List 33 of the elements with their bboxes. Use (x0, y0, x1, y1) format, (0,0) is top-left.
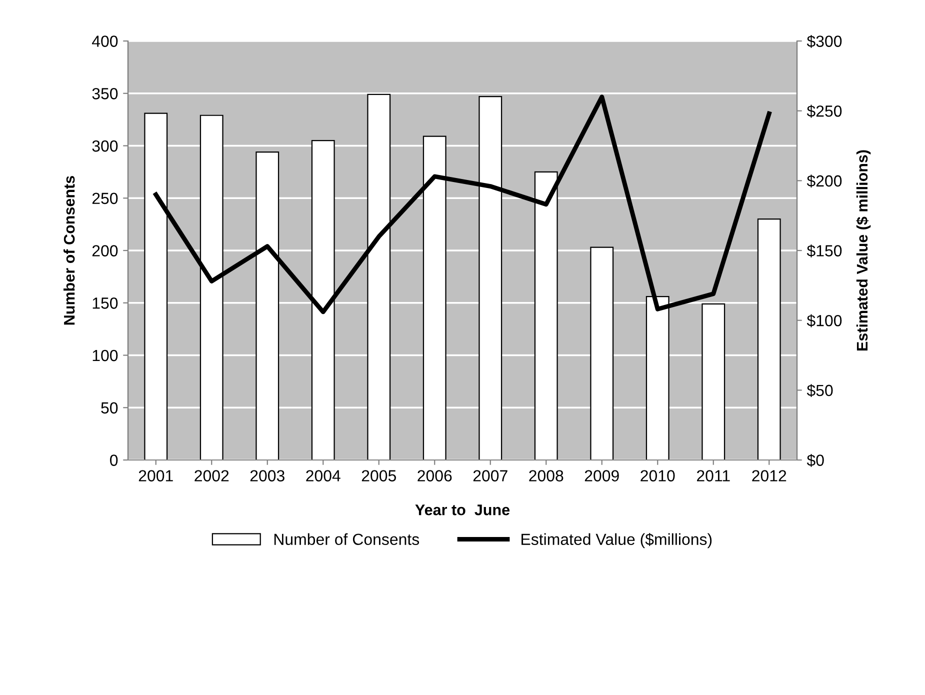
y2-tick-label: $0 (806, 454, 824, 467)
y-tick-label: 200 (92, 245, 118, 256)
y-tick-label: 350 (92, 88, 118, 100)
x-tick-label: 2012 (752, 470, 786, 482)
y2-tick-label: $150 (806, 244, 842, 258)
x-tick-label: 2010 (640, 470, 675, 482)
x-tick-label: 2003 (250, 470, 284, 482)
y2-tick-label: $200 (806, 174, 842, 188)
y-tick-label: 0 (110, 454, 118, 466)
y-tick-label: 300 (92, 140, 118, 152)
y-tick-label: 50 (101, 402, 118, 414)
y2-tick-label: $250 (806, 104, 842, 118)
x-tick-label: 2006 (418, 470, 452, 482)
y2-axis-title: Estimated Value ($ millions) (856, 150, 871, 351)
x-tick-label: 2008 (529, 470, 564, 482)
legend-label: Estimated Value ($millions) (522, 533, 712, 548)
x-tick-label: 2001 (138, 470, 173, 482)
y2-tick-label: $300 (806, 34, 842, 48)
x-tick-label: 2011 (697, 470, 730, 482)
legend-label: Number of Consents (274, 533, 420, 546)
y-axis-title: Number of Consents (64, 176, 75, 325)
x-axis-title: Year to June (415, 504, 510, 516)
x-tick-label: 2004 (306, 470, 340, 482)
y-tick-label: 100 (92, 350, 118, 362)
y-tick-label: 400 (92, 36, 118, 47)
y2-tick-label: $50 (806, 384, 833, 398)
y2-tick-label: $100 (806, 314, 842, 328)
x-tick-label: 2005 (362, 470, 396, 482)
y-tick-label: 250 (92, 192, 118, 204)
x-tick-label: 2009 (584, 470, 619, 482)
x-tick-label: 2007 (473, 470, 508, 482)
x-tick-label: 2002 (194, 470, 229, 482)
y-tick-label: 150 (92, 298, 118, 309)
